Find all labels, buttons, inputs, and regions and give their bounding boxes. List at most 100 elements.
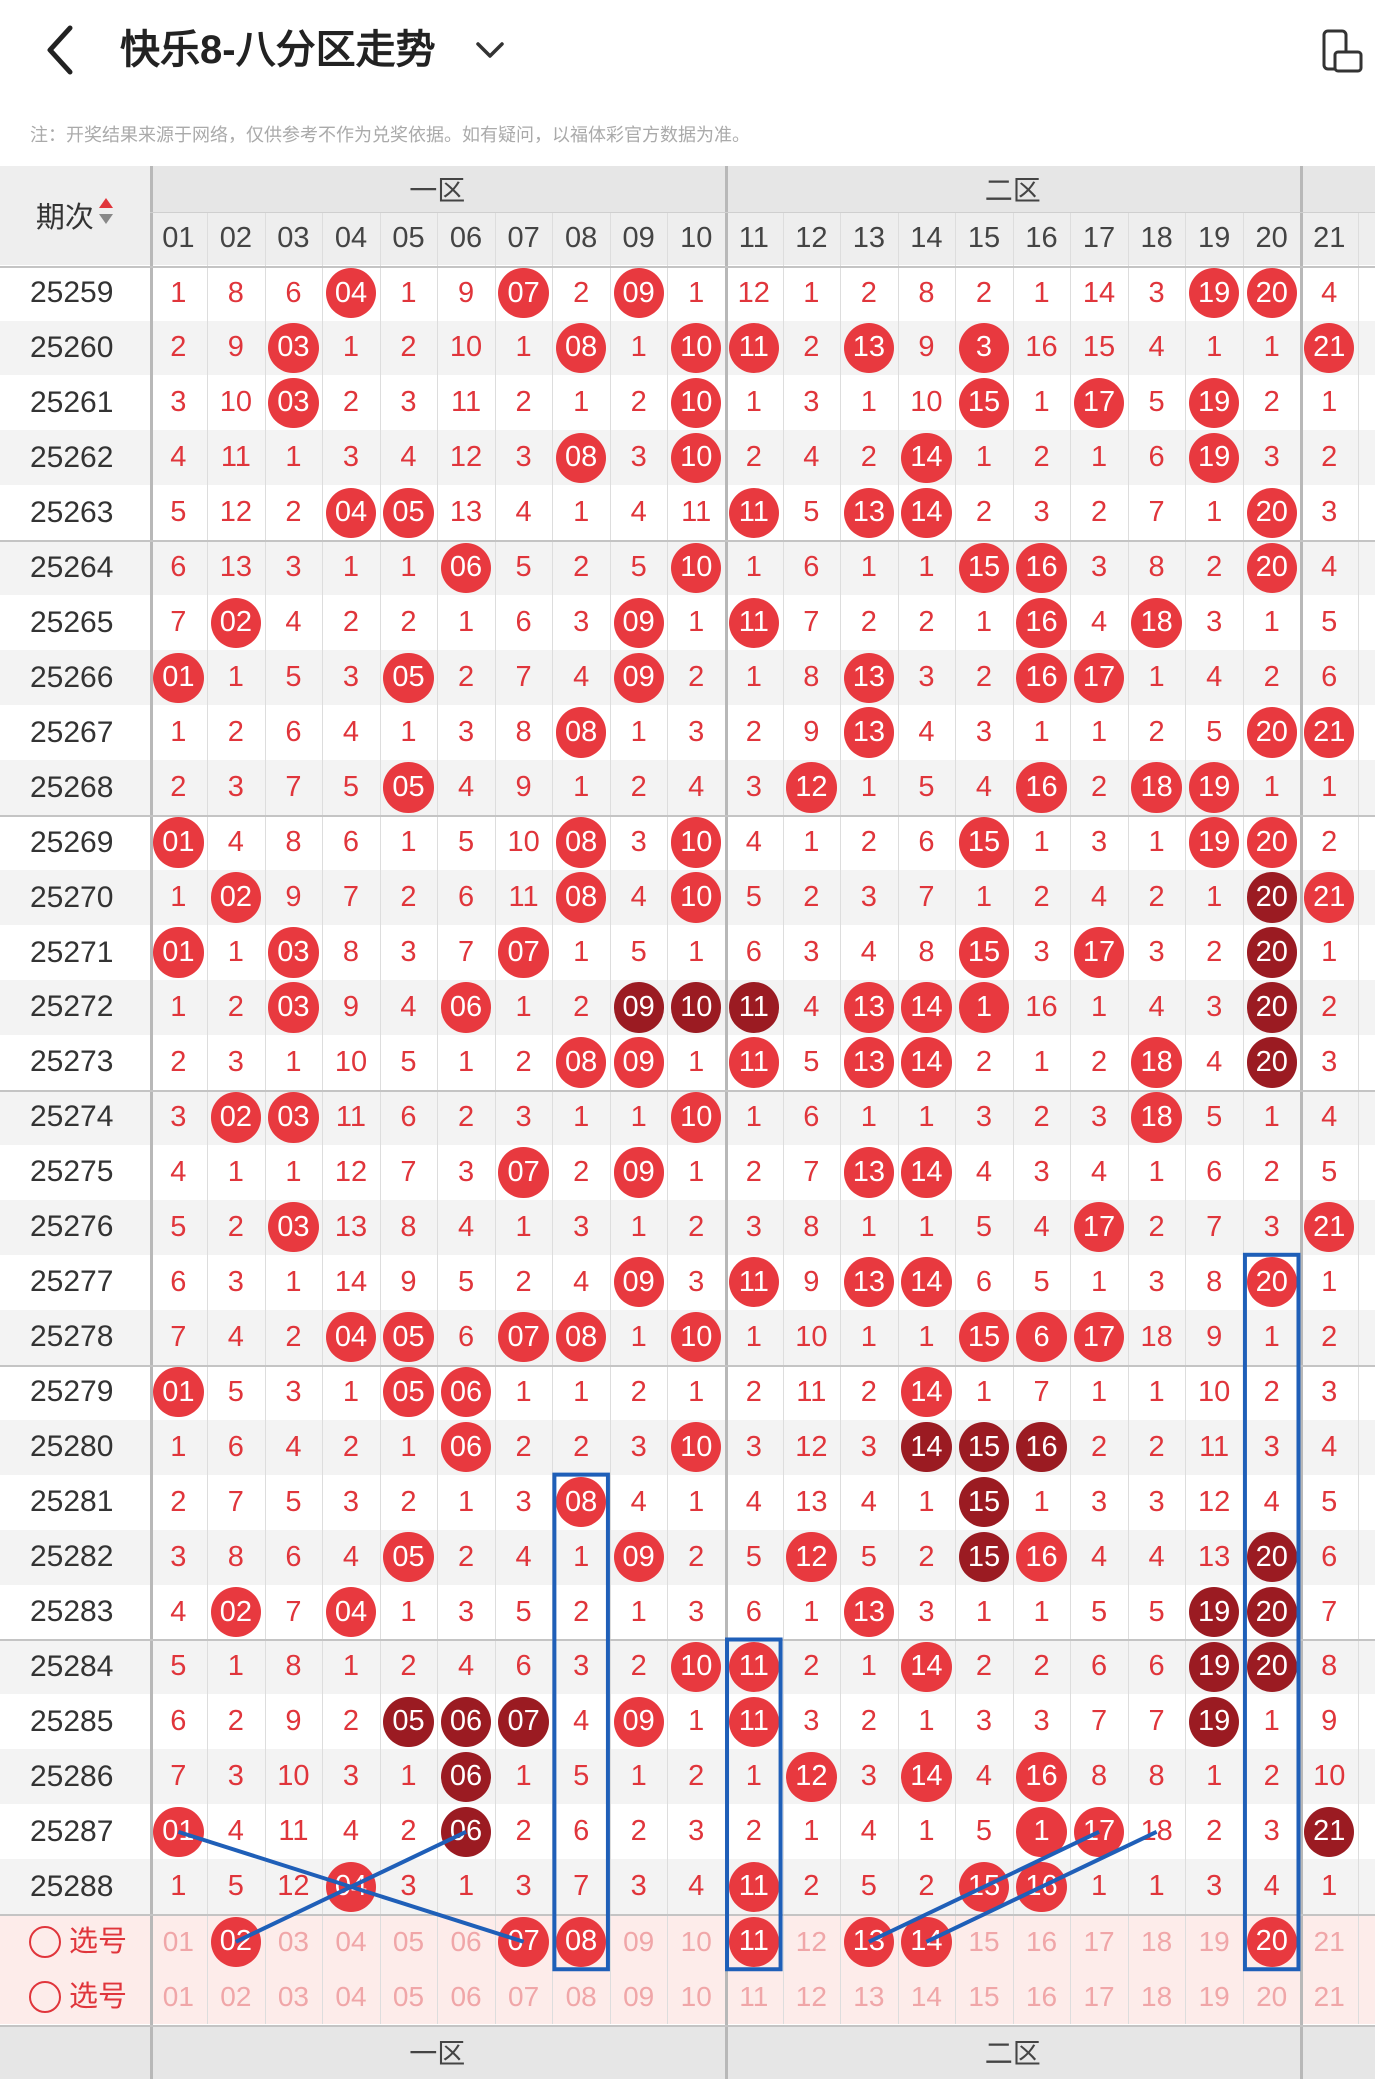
missing-count: 7 bbox=[285, 1595, 302, 1628]
period-label: 25288 bbox=[30, 1869, 114, 1903]
drawn-number-ball: 01 bbox=[153, 817, 204, 868]
pick-number[interactable]: 15 bbox=[968, 1925, 1000, 1957]
missing-count: 6 bbox=[918, 826, 935, 859]
missing-count: 4 bbox=[342, 716, 360, 749]
missing-count: 1 bbox=[918, 1705, 935, 1738]
pick-number[interactable]: 16 bbox=[1025, 1980, 1058, 2012]
missing-count: 1 bbox=[688, 1375, 705, 1408]
missing-count: 2 bbox=[1263, 661, 1280, 694]
period-header[interactable]: 期次 bbox=[0, 166, 150, 265]
pick-number[interactable]: 15 bbox=[968, 1980, 1000, 2012]
missing-count: 2 bbox=[400, 606, 417, 639]
missing-count: 6 bbox=[1321, 661, 1338, 694]
pick-number[interactable]: 17 bbox=[1083, 1980, 1115, 2012]
pick-number[interactable]: 04 bbox=[335, 1980, 367, 2012]
missing-count: 3 bbox=[1321, 1045, 1338, 1078]
pick-number[interactable]: 05 bbox=[392, 1925, 425, 1957]
pick-number[interactable]: 03 bbox=[277, 1980, 309, 2012]
chevron-down-icon[interactable] bbox=[472, 30, 508, 70]
sort-icon[interactable] bbox=[98, 196, 114, 234]
missing-count: 2 bbox=[860, 276, 877, 309]
drawn-number-ball: 09 bbox=[613, 652, 664, 703]
selected-number-ball[interactable]: 14 bbox=[901, 1916, 952, 1967]
missing-count: 1 bbox=[342, 551, 360, 584]
pick-row-radio[interactable] bbox=[29, 1980, 62, 2013]
missing-count: 11 bbox=[681, 496, 712, 529]
selected-number-ball[interactable]: 08 bbox=[555, 1916, 607, 1967]
pick-number[interactable]: 18 bbox=[1141, 1925, 1173, 1957]
pick-number[interactable]: 12 bbox=[795, 1925, 827, 1957]
pick-number[interactable]: 10 bbox=[680, 1925, 712, 1957]
pick-number[interactable]: 17 bbox=[1083, 1925, 1115, 1957]
missing-count: 2 bbox=[630, 386, 647, 419]
missing-count: 4 bbox=[515, 1540, 532, 1573]
pick-number[interactable]: 16 bbox=[1025, 1925, 1058, 1957]
pick-number[interactable]: 13 bbox=[853, 1980, 885, 2012]
drawn-number-ball: 19 bbox=[1188, 377, 1240, 429]
drawn-number-ball: 18 bbox=[1131, 762, 1182, 813]
back-icon[interactable] bbox=[38, 20, 86, 80]
drawn-number-ball: 08 bbox=[555, 1312, 607, 1363]
missing-count: 7 bbox=[515, 661, 532, 694]
period-label: 25283 bbox=[30, 1595, 114, 1628]
pick-number[interactable]: 01 bbox=[162, 1980, 194, 2012]
rotate-screen-icon[interactable] bbox=[1318, 28, 1364, 74]
missing-count: 6 bbox=[342, 826, 360, 859]
missing-count: 4 bbox=[457, 771, 475, 804]
pick-number[interactable]: 09 bbox=[623, 1980, 655, 2012]
period-label: 25265 bbox=[30, 605, 114, 639]
pick-number[interactable]: 05 bbox=[392, 1980, 425, 2012]
drawn-number-ball: 17 bbox=[1073, 1312, 1125, 1363]
missing-count: 3 bbox=[227, 1045, 244, 1078]
missing-count: 10 bbox=[910, 386, 943, 419]
drawn-number-ball: 03 bbox=[268, 927, 319, 978]
missing-count: 1 bbox=[1263, 771, 1280, 804]
pick-number[interactable]: 06 bbox=[450, 1980, 482, 2012]
missing-count: 2 bbox=[918, 606, 935, 639]
pick-number[interactable]: 01 bbox=[162, 1925, 194, 1957]
missing-count: 8 bbox=[918, 276, 935, 309]
missing-count: 4 bbox=[573, 661, 590, 694]
missing-count: 10 bbox=[334, 1045, 368, 1078]
pick-number[interactable]: 03 bbox=[277, 1925, 309, 1957]
pick-number[interactable]: 18 bbox=[1141, 1980, 1173, 2012]
pick-row-radio[interactable] bbox=[29, 1925, 62, 1958]
pick-number[interactable]: 06 bbox=[450, 1925, 482, 1957]
selected-number-ball[interactable]: 13 bbox=[843, 1916, 895, 1967]
missing-count: 1 bbox=[860, 551, 877, 584]
drawn-number-ball: 03 bbox=[268, 322, 319, 374]
selected-number-ball[interactable]: 11 bbox=[728, 1916, 779, 1967]
missing-count: 4 bbox=[1148, 331, 1165, 364]
drawn-number-ball: 05 bbox=[383, 652, 434, 703]
pick-number[interactable]: 04 bbox=[335, 1925, 367, 1957]
missing-count: 2 bbox=[400, 881, 417, 914]
pick-number[interactable]: 08 bbox=[565, 1980, 597, 2012]
table-row bbox=[0, 1529, 1375, 1585]
missing-count: 8 bbox=[918, 936, 935, 968]
period-label: 25272 bbox=[30, 990, 114, 1024]
drawn-number-ball: 05 bbox=[383, 487, 434, 539]
missing-count: 1 bbox=[515, 1760, 532, 1793]
missing-count: 4 bbox=[1090, 1155, 1108, 1188]
missing-count: 1 bbox=[342, 1375, 360, 1408]
drawn-number-ball: 01 bbox=[153, 652, 204, 703]
selected-number-ball[interactable]: 20 bbox=[1246, 1916, 1297, 1967]
pick-number[interactable]: 19 bbox=[1198, 1925, 1230, 1957]
drawn-number-ball: 15 bbox=[958, 927, 1010, 978]
pick-number[interactable]: 14 bbox=[910, 1980, 942, 2012]
pick-number[interactable]: 21 bbox=[1313, 1925, 1345, 1957]
pick-number[interactable]: 02 bbox=[220, 1980, 252, 2012]
pick-number[interactable]: 20 bbox=[1256, 1980, 1288, 2012]
missing-count: 1 bbox=[285, 441, 302, 474]
missing-count: 1 bbox=[688, 1485, 705, 1518]
pick-number[interactable]: 10 bbox=[680, 1980, 712, 2012]
missing-count: 2 bbox=[170, 1485, 187, 1518]
pick-number[interactable]: 21 bbox=[1313, 1980, 1345, 2012]
pick-number[interactable]: 11 bbox=[739, 1980, 769, 2012]
drawn-number-ball: 16 bbox=[1016, 1751, 1067, 1803]
pick-number[interactable]: 19 bbox=[1198, 1980, 1230, 2012]
missing-count: 10 bbox=[219, 386, 252, 419]
pick-number[interactable]: 09 bbox=[623, 1925, 655, 1957]
pick-number[interactable]: 07 bbox=[508, 1980, 540, 2012]
pick-number[interactable]: 12 bbox=[795, 1980, 827, 2012]
